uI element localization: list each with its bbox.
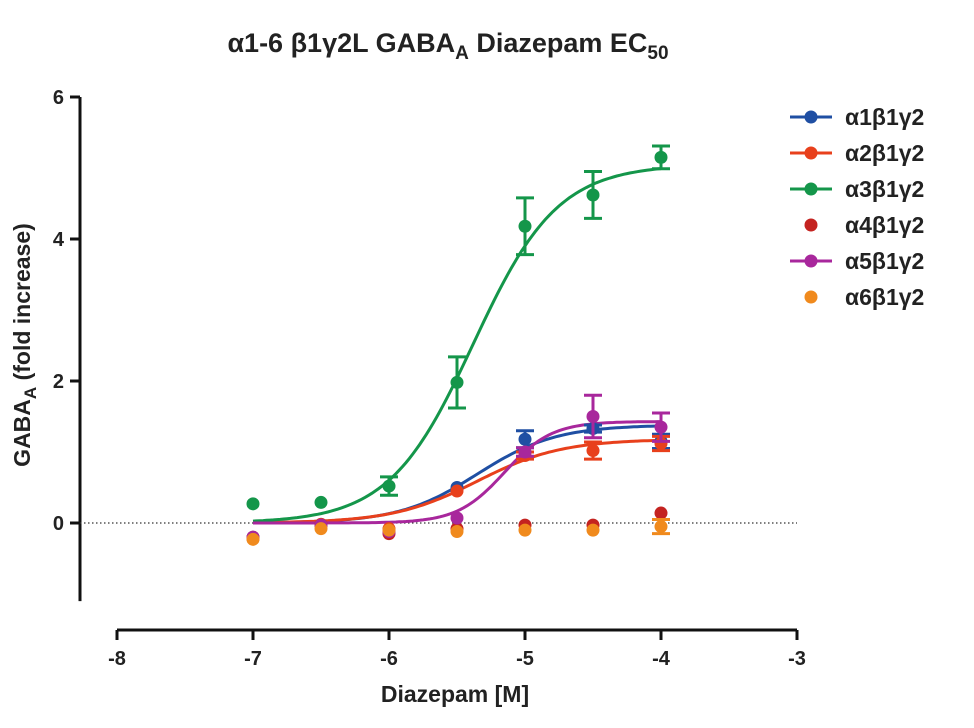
data-point <box>586 444 600 458</box>
axes: 0 2 4 6 -8 -7 -6 -5 -4 -3 <box>53 87 806 670</box>
y-tick-label: 6 <box>53 87 64 109</box>
y-tick-label: 2 <box>53 371 64 393</box>
legend-marker <box>804 110 818 124</box>
y-tick-label: 4 <box>53 229 65 251</box>
data-point <box>246 497 260 511</box>
legend-marker <box>804 290 818 304</box>
data-points <box>246 144 670 546</box>
legend-marker <box>804 254 818 268</box>
data-point <box>450 375 464 389</box>
y-axis-title: GABAA (fold increase) <box>9 223 40 467</box>
data-point <box>586 410 600 423</box>
data-point <box>246 532 260 546</box>
x-tick-label: -6 <box>380 648 398 670</box>
legend-label: α3β1γ2 <box>845 176 924 202</box>
fit-curve <box>252 424 662 525</box>
legend-label: α1β1γ2 <box>845 104 924 130</box>
data-point <box>314 495 328 509</box>
x-tick-label: -4 <box>652 648 671 670</box>
data-point <box>654 520 668 534</box>
legend-marker <box>804 218 818 232</box>
data-point <box>450 511 464 525</box>
legend-marker <box>804 182 818 196</box>
data-point <box>518 523 532 537</box>
data-point <box>450 525 464 539</box>
legend-label: α2β1γ2 <box>845 140 924 166</box>
data-point <box>518 432 532 446</box>
chart-title: α1-6 β1γ2L GABAA Diazepam EC50 <box>227 28 668 64</box>
x-tick-label: -3 <box>788 648 806 670</box>
y-tick-label: 0 <box>53 513 64 535</box>
legend-marker <box>804 146 818 160</box>
data-point <box>382 479 396 493</box>
data-point <box>314 522 328 536</box>
data-point <box>654 420 668 434</box>
data-point <box>518 219 532 233</box>
fit-curves <box>252 167 662 525</box>
x-axis-title: Diazepam [M] <box>381 681 529 707</box>
legend-label: α6β1γ2 <box>845 284 924 310</box>
data-point <box>450 484 464 498</box>
data-point <box>586 523 600 537</box>
data-point <box>586 188 600 202</box>
x-tick-label: -8 <box>108 648 126 670</box>
x-tick-label: -5 <box>516 648 534 670</box>
data-point <box>654 150 668 164</box>
data-point <box>382 523 396 537</box>
fit-curve <box>252 167 662 523</box>
legend: α1β1γ2 α2β1γ2 α3β1γ2 α4β1γ2 α5β1γ2 α6β1γ2 <box>790 104 924 310</box>
data-point <box>654 506 668 520</box>
legend-label: α5β1γ2 <box>845 248 924 274</box>
x-tick-label: -7 <box>244 648 262 670</box>
legend-label: α4β1γ2 <box>845 212 924 238</box>
data-point <box>518 445 532 459</box>
